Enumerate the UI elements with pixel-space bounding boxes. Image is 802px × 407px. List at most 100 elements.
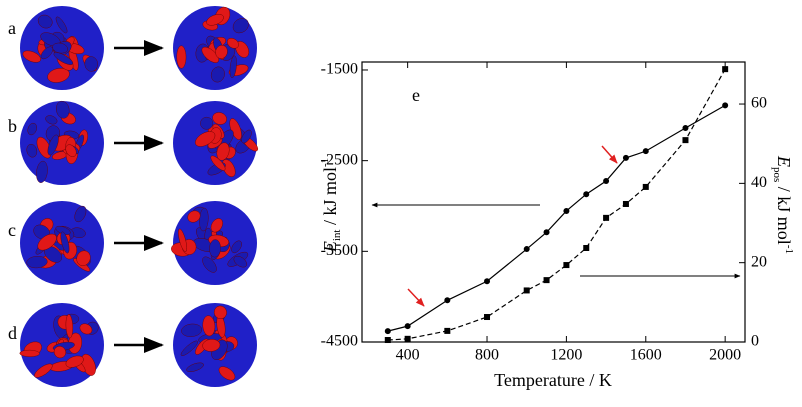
molecule-disc [65, 314, 73, 339]
molecule-disc [65, 355, 84, 368]
data-point [622, 154, 629, 161]
data-point [444, 327, 451, 334]
molecule-disc [180, 340, 198, 356]
molecule-disc [26, 256, 48, 269]
data-point [682, 125, 689, 132]
data-point [603, 178, 610, 185]
molecule-disc [34, 363, 53, 378]
data-point [384, 328, 391, 335]
molecule-disc [215, 44, 228, 59]
data-point [484, 278, 491, 285]
molecule-disc [36, 160, 48, 183]
y2-axis-label: Epos / kJ mol-1 [771, 155, 795, 254]
molecule-disc [226, 37, 239, 49]
data-point [563, 207, 570, 214]
molecule-disc [55, 100, 70, 119]
x-tick-label: 800 [475, 347, 499, 364]
data-point [642, 148, 649, 155]
molecule-disc [76, 250, 91, 266]
molecule-disc [55, 16, 68, 34]
molecule-disc [45, 115, 58, 125]
molecule-disc [26, 143, 38, 158]
molecule-disc [22, 50, 41, 63]
data-point [444, 297, 451, 304]
data-point [642, 183, 649, 190]
y2-label-unit: / kJ mol [774, 182, 794, 245]
data-point [682, 137, 689, 144]
y-label-sup: -1 [319, 158, 331, 167]
molecule-disc [202, 256, 217, 273]
molecule-disc [241, 129, 252, 144]
data-point [722, 102, 729, 109]
x-tick-label: 2000 [709, 347, 741, 364]
molecule-disc [210, 155, 226, 171]
x-tick-label: 1200 [550, 347, 582, 364]
molecule-disc [65, 144, 77, 157]
x-axis-label: Temperature / K [494, 370, 612, 390]
data-point [484, 314, 491, 321]
data-point [583, 191, 590, 198]
molecule-disc [19, 349, 40, 357]
molecule-disc [202, 315, 216, 337]
molecule-disc [74, 205, 87, 223]
molecule-disc [47, 134, 59, 156]
molecule-disc [37, 233, 57, 251]
series-line [387, 104, 726, 332]
molecule-disc [79, 323, 93, 335]
render-panels [19, 6, 259, 387]
molecule-disc [199, 207, 209, 232]
molecule-disc [213, 305, 227, 319]
panel-label: d [8, 323, 17, 343]
molecule-disc [212, 112, 227, 125]
molecule-disc [209, 239, 221, 258]
data-point [523, 246, 530, 253]
panel-label: c [8, 220, 16, 240]
molecule-disc [178, 228, 187, 252]
data-point [622, 200, 629, 207]
y-tick-label: -2500 [321, 151, 358, 168]
molecule-disc [195, 131, 216, 147]
molecule-disc [27, 122, 37, 136]
y2-label-sub: pos [771, 167, 783, 182]
molecule-disc [201, 46, 219, 63]
panel-label: e [412, 85, 420, 105]
y2-label-sup: -1 [783, 245, 795, 254]
data-point [563, 262, 570, 269]
data-point [404, 323, 411, 330]
y2-tick-label: 40 [751, 174, 767, 191]
molecule-disc [229, 55, 237, 79]
chart: 400 800 1200 1600 2000 -1500 -2500 -3500 -4500 0 2… [321, 61, 767, 364]
y-label-sub: int [331, 230, 343, 242]
plot-frame [361, 61, 746, 343]
molecule-disc [40, 46, 54, 60]
molecule-disc [186, 362, 204, 372]
molecule-disc [181, 323, 203, 337]
y-tick-label: -1500 [321, 61, 358, 78]
data-point [603, 214, 610, 221]
molecule-disc [176, 45, 187, 69]
molecule-disc [60, 231, 70, 254]
molecule-disc [47, 68, 70, 83]
data-point [722, 66, 729, 73]
molecule-disc [231, 240, 242, 254]
molecule-disc [53, 52, 74, 65]
y2-tick-label: 60 [751, 95, 767, 112]
y-tick-label: -4500 [321, 333, 358, 350]
x-tick-label: 400 [396, 347, 420, 364]
panel-label: a [8, 18, 16, 38]
highlight-arrow [407, 288, 425, 307]
molecule-disc [53, 345, 66, 359]
panel-label: b [8, 116, 17, 136]
y2-tick-label: 20 [751, 253, 767, 270]
molecule-disc [233, 255, 248, 268]
data-point [384, 337, 391, 344]
molecule-disc [187, 210, 201, 223]
data-point [543, 229, 550, 236]
data-point [583, 245, 590, 252]
molecule-disc [200, 116, 214, 130]
molecule-disc [37, 14, 53, 29]
molecule-disc [232, 18, 249, 34]
data-point [523, 287, 530, 294]
molecule-disc [202, 339, 221, 352]
